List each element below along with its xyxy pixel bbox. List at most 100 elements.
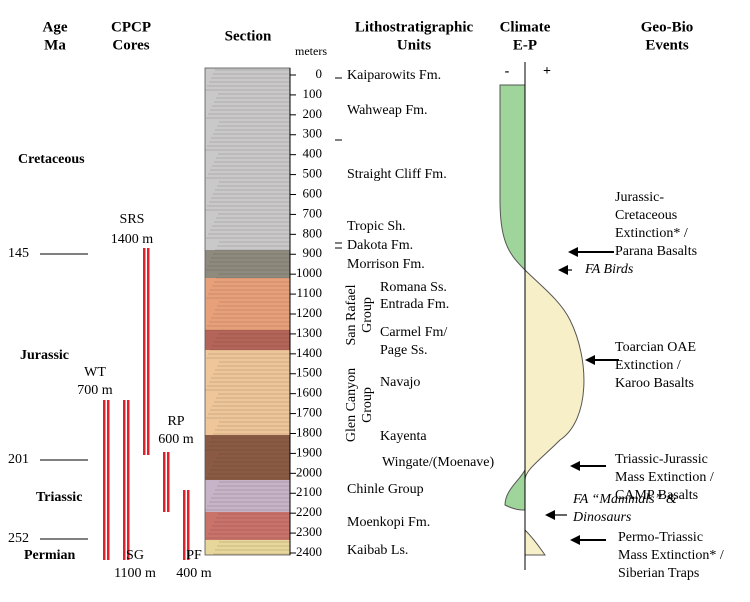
event-label: Mass Extinction / <box>615 470 714 485</box>
header: Lithostratigraphic <box>355 19 474 35</box>
climate-pole: - <box>505 64 510 79</box>
event-label: Cretaceous <box>615 208 677 223</box>
event-arrowhead <box>568 247 578 257</box>
section-band <box>205 540 290 555</box>
group-label: San Rafael <box>344 284 359 345</box>
event-label: Permo-Triassic <box>618 530 703 545</box>
depth-label: 2300 <box>296 524 322 539</box>
depth-unit: meters <box>295 44 327 58</box>
header: Climate <box>500 19 551 35</box>
climate-pole: + <box>543 64 551 79</box>
period: Permian <box>24 548 76 563</box>
depth-label: 700 <box>303 205 323 220</box>
core-bar <box>187 490 190 560</box>
unit-label: Straight Cliff Fm. <box>347 167 447 182</box>
depth-label: 300 <box>303 126 323 141</box>
core-name: WT <box>84 365 106 380</box>
depth-label: 600 <box>303 185 323 200</box>
core-name: SRS <box>120 212 145 227</box>
unit-label: Kaiparowits Fm. <box>347 68 441 83</box>
event-label: Dinosaurs <box>572 510 632 525</box>
event-label: Mass Extinction* / <box>618 548 724 563</box>
core-bar <box>163 452 166 512</box>
depth-label: 2100 <box>296 484 322 499</box>
period: Triassic <box>36 490 82 505</box>
unit-label: Wahweap Fm. <box>347 103 428 118</box>
event-label: FA “Mammals” & <box>572 492 677 507</box>
unit-label: Romana Ss. <box>380 280 447 295</box>
group-label: Glen Canyon <box>344 368 359 442</box>
unit-label: Wingate/(Moenave) <box>382 455 495 470</box>
event-label: Extinction* / <box>615 226 688 241</box>
event-label: Extinction / <box>615 358 681 373</box>
core-name: PF <box>186 548 202 563</box>
group-label: Group <box>360 387 375 423</box>
core-name: SG <box>126 548 144 563</box>
period: Cretaceous <box>18 152 85 167</box>
section-band <box>205 278 290 330</box>
section-band <box>205 350 290 435</box>
depth-label: 1300 <box>296 325 322 340</box>
event-label: FA Birds <box>584 262 634 277</box>
event-label: Karoo Basalts <box>615 376 694 391</box>
period: Jurassic <box>20 348 69 363</box>
header: Geo-Bio <box>641 19 694 35</box>
core-length: 700 m <box>77 383 113 398</box>
header: CPCP <box>111 19 151 35</box>
section-band <box>205 68 290 250</box>
header: Events <box>645 37 689 53</box>
depth-label: 1400 <box>296 345 322 360</box>
depth-label: 2000 <box>296 464 322 479</box>
depth-label: 2400 <box>296 544 322 559</box>
depth-label: 100 <box>303 86 323 101</box>
depth-label: 1700 <box>296 405 322 420</box>
depth-label: 2200 <box>296 504 322 519</box>
event-label: Triassic-Jurassic <box>615 452 708 467</box>
core-bar <box>167 452 170 512</box>
depth-label: 1900 <box>296 444 322 459</box>
unit-label: Kaibab Ls. <box>347 543 408 558</box>
header: Ma <box>44 37 66 53</box>
event-arrowhead <box>585 355 595 365</box>
core-length: 1400 m <box>111 232 154 247</box>
unit-label: Page Ss. <box>380 343 427 358</box>
depth-label: 800 <box>303 225 323 240</box>
core-name: RP <box>167 414 184 429</box>
depth-label: 500 <box>303 166 323 181</box>
section-band <box>205 512 290 540</box>
unit-label: Chinle Group <box>347 482 424 497</box>
unit-label: Kayenta <box>380 429 427 444</box>
event-arrowhead <box>545 510 555 520</box>
age: 145 <box>8 246 29 261</box>
climate-dry <box>524 268 585 481</box>
header: E-P <box>513 37 537 53</box>
core-length: 400 m <box>176 566 212 581</box>
unit-label: Dakota Fm. <box>347 238 413 253</box>
depth-label: 1600 <box>296 385 322 400</box>
core-length: 1100 m <box>114 566 156 581</box>
depth-label: 1500 <box>296 365 322 380</box>
climate-wet <box>499 84 526 272</box>
core-bar <box>147 248 150 455</box>
unit-label: Moenkopi Fm. <box>347 515 430 530</box>
depth-label: 400 <box>303 146 323 161</box>
core-bar <box>103 400 106 560</box>
core-bar <box>123 400 126 560</box>
climate-wet <box>504 469 526 511</box>
depth-label: 1100 <box>296 285 322 300</box>
event-arrowhead <box>558 265 568 275</box>
age: 252 <box>8 531 29 546</box>
unit-label: Tropic Sh. <box>347 219 406 234</box>
core-bar <box>107 400 110 560</box>
depth-label: 1800 <box>296 424 322 439</box>
event-arrowhead <box>570 535 580 545</box>
event-label: Jurassic- <box>615 190 664 205</box>
core-bar <box>127 400 130 560</box>
header: Section <box>225 28 272 44</box>
depth-label: 200 <box>303 106 323 121</box>
event-label: Parana Basalts <box>615 244 697 259</box>
core-bar <box>183 490 186 560</box>
group-label: Group <box>360 297 375 333</box>
header: Cores <box>112 37 149 53</box>
event-label: CAMP Basalts <box>615 488 698 503</box>
